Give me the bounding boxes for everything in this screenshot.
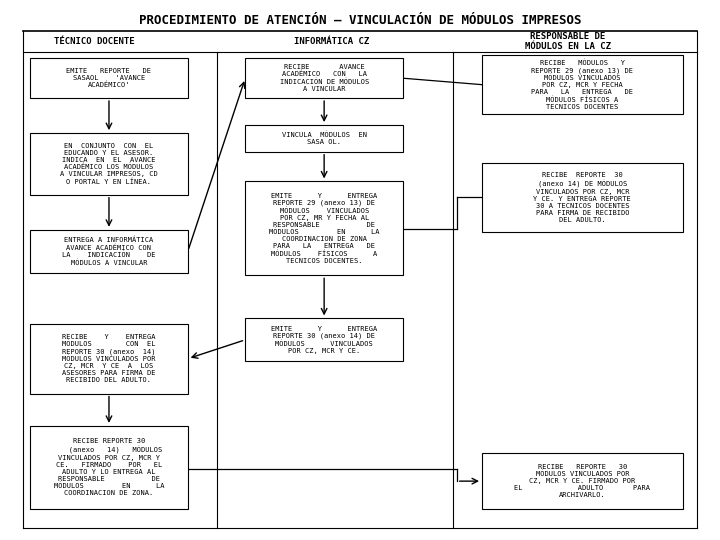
Text: RECIBE REPORTE 30
   (anexo   14)   MÓDULOS
VINCULADOS POR CZ, MCR Y
CE.   FIRMA: RECIBE REPORTE 30 (anexo 14) MÓDULOS VIN…: [54, 438, 164, 496]
Text: PROCEDIMIENTO DE ATENCIÓN – VINCULACIÓN DE MÓDULOS IMPRESOS: PROCEDIMIENTO DE ATENCIÓN – VINCULACIÓN …: [139, 14, 581, 26]
Text: EMITE      Y      ENTREGA
REPORTE 29 (anexo 13) DE
MÓDULOS    VINCULADOS
POR CZ,: EMITE Y ENTREGA REPORTE 29 (anexo 13) DE…: [269, 193, 379, 264]
Text: RECIBE       AVANCE
ACADÉMICO   CON   LA
INDICACIÓN DE MÓDULOS
A VINCULAR: RECIBE AVANCE ACADÉMICO CON LA INDICACIÓ…: [279, 64, 369, 92]
FancyBboxPatch shape: [246, 319, 403, 361]
Text: RECIBE   REPORTE   30
MÓDULOS VINCULADOS POR
CZ, MCR Y CE. FIRMADO POR
EL       : RECIBE REPORTE 30 MÓDULOS VINCULADOS POR…: [514, 463, 650, 498]
Text: EN  CONJUNTO  CON  EL
EDUCANDO Y EL ASESOR.
INDICA  EN  EL  AVANCE
ACADÉMICO LOS: EN CONJUNTO CON EL EDUCANDO Y EL ASESOR.…: [60, 143, 158, 185]
Text: INFORMÁTICA CZ: INFORMÁTICA CZ: [294, 37, 369, 46]
Text: RECIBE   MÓDULOS   Y
REPORTE 29 (anexo 13) DE
MÓDULOS VINCULADOS
POR CZ, MCR Y F: RECIBE MÓDULOS Y REPORTE 29 (anexo 13) D…: [531, 59, 634, 110]
FancyBboxPatch shape: [482, 453, 683, 509]
Text: ENTREGA A INFORMÁTICA
AVANCE ACADÉMICO CON
LA    INDICACIÓN    DE
MÓDULOS A VINC: ENTREGA A INFORMÁTICA AVANCE ACADÉMICO C…: [62, 237, 156, 266]
FancyBboxPatch shape: [246, 125, 403, 152]
Text: RECIBE  REPORTE  30
(anexo 14) DE MÓDULOS
VINCULADOS POR CZ, MCR
Y CE. Y ENTREGA: RECIBE REPORTE 30 (anexo 14) DE MÓDULOS …: [534, 172, 631, 222]
Text: VINCULA  MÓDULOS  EN
SASA OL.: VINCULA MÓDULOS EN SASA OL.: [282, 132, 366, 145]
FancyBboxPatch shape: [30, 230, 188, 273]
Text: EMITE   REPORTE   DE
SASAOL    'AVANCE
ACADÉMICO': EMITE REPORTE DE SASAOL 'AVANCE ACADÉMIC…: [66, 68, 151, 88]
FancyBboxPatch shape: [30, 323, 188, 394]
Text: RECIBE    Y    ENTREGA
MÓDULOS        CON  EL
REPORTE 30 (anexo  14)
MÓDULOS VIN: RECIBE Y ENTREGA MÓDULOS CON EL REPORTE …: [62, 334, 156, 383]
FancyBboxPatch shape: [30, 58, 188, 98]
FancyBboxPatch shape: [482, 55, 683, 114]
FancyBboxPatch shape: [30, 133, 188, 195]
FancyBboxPatch shape: [246, 181, 403, 275]
FancyBboxPatch shape: [482, 163, 683, 232]
Text: TÉCNICO DOCENTE: TÉCNICO DOCENTE: [54, 37, 135, 46]
FancyBboxPatch shape: [246, 58, 403, 98]
FancyBboxPatch shape: [30, 426, 188, 509]
Text: RESPONSABLE DE
MÓDULOS EN LA CZ: RESPONSABLE DE MÓDULOS EN LA CZ: [525, 32, 611, 51]
Text: EMITE      Y      ENTREGA
REPORTE 30 (anexo 14) DE
MÓDULOS      VINCULADOS
POR C: EMITE Y ENTREGA REPORTE 30 (anexo 14) DE…: [271, 326, 377, 354]
